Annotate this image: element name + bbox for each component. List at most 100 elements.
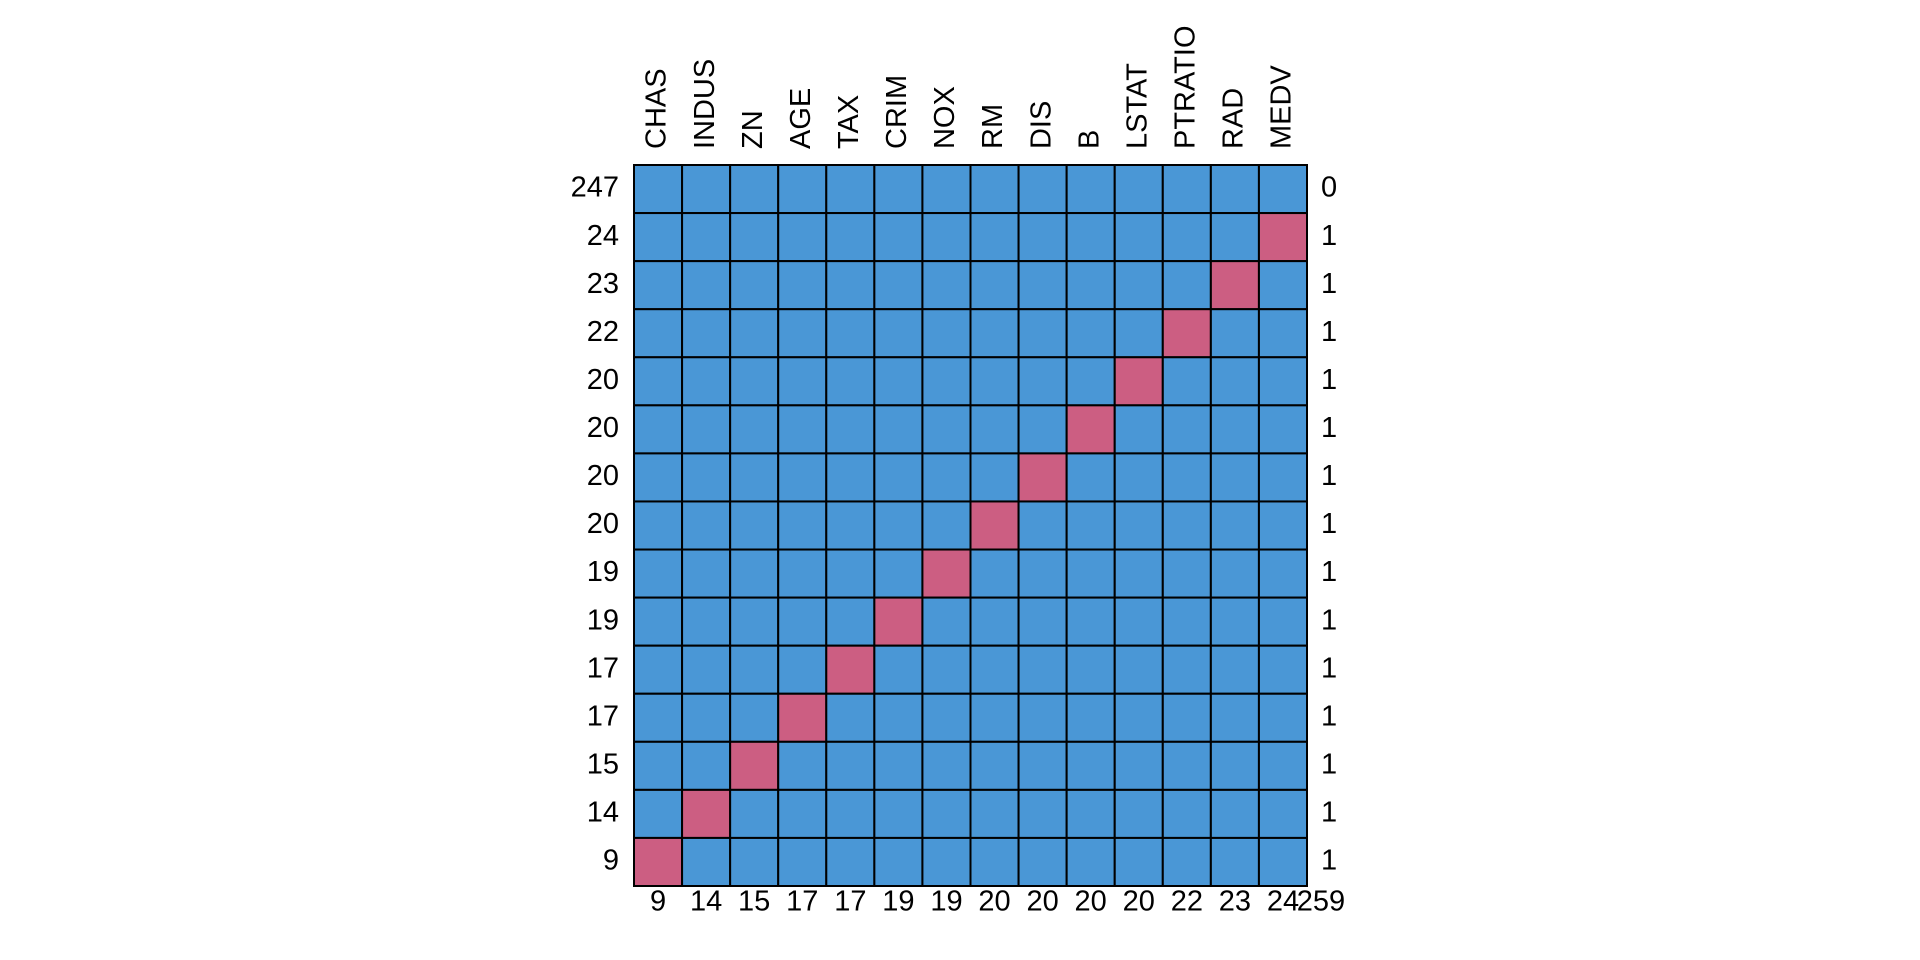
cell xyxy=(1257,212,1309,263)
cell xyxy=(969,500,1020,551)
cell xyxy=(777,836,828,888)
row-count: 17 xyxy=(587,652,619,684)
row-count: 9 xyxy=(603,845,619,877)
cell xyxy=(633,260,684,311)
cell xyxy=(1113,596,1164,647)
cell xyxy=(1161,404,1212,455)
row-missing-count: 1 xyxy=(1321,652,1337,684)
cell xyxy=(969,164,1020,215)
row-missing-count: 1 xyxy=(1321,748,1337,780)
cell xyxy=(873,260,924,311)
cell xyxy=(729,404,780,455)
column-missing-count: 15 xyxy=(738,886,770,918)
cell xyxy=(969,212,1020,263)
cell xyxy=(633,404,684,455)
cell xyxy=(825,788,876,839)
cell xyxy=(969,260,1020,311)
cell xyxy=(873,164,924,215)
cell xyxy=(969,788,1020,839)
cell xyxy=(1065,404,1116,455)
column-label: B xyxy=(1073,130,1105,149)
cell xyxy=(1017,836,1068,888)
cell xyxy=(921,836,972,888)
column-missing-count: 20 xyxy=(978,886,1010,918)
row-count: 20 xyxy=(587,412,619,444)
cell xyxy=(969,644,1020,695)
column-label: LSTAT xyxy=(1121,63,1153,149)
cell xyxy=(633,212,684,263)
cell xyxy=(921,164,972,215)
cell xyxy=(1209,260,1260,311)
cell xyxy=(1209,644,1260,695)
cell xyxy=(873,500,924,551)
column-missing-count: 19 xyxy=(930,886,962,918)
cell xyxy=(969,548,1020,599)
row-missing-count: 1 xyxy=(1321,700,1337,732)
cell xyxy=(729,548,780,599)
cell xyxy=(729,212,780,263)
row-missing-count: 1 xyxy=(1321,460,1337,492)
cell xyxy=(969,740,1020,791)
cell xyxy=(921,500,972,551)
column-missing-count: 20 xyxy=(1123,886,1155,918)
cell xyxy=(921,596,972,647)
cell xyxy=(1161,260,1212,311)
cell xyxy=(1113,212,1164,263)
cell xyxy=(681,308,732,359)
cell xyxy=(825,164,876,215)
cell xyxy=(1113,740,1164,791)
cell xyxy=(921,212,972,263)
cell xyxy=(1017,740,1068,791)
cell xyxy=(777,212,828,263)
cell xyxy=(729,500,780,551)
cell xyxy=(681,596,732,647)
cell xyxy=(633,692,684,743)
cell xyxy=(1161,836,1212,888)
cell xyxy=(825,692,876,743)
cell xyxy=(729,644,780,695)
cell xyxy=(1017,212,1068,263)
cell xyxy=(873,212,924,263)
cell xyxy=(1209,356,1260,407)
cell xyxy=(1065,500,1116,551)
cell xyxy=(969,356,1020,407)
column-missing-count: 17 xyxy=(786,886,818,918)
cell xyxy=(1113,788,1164,839)
cell xyxy=(1209,404,1260,455)
cell xyxy=(825,500,876,551)
cell xyxy=(1017,356,1068,407)
cell xyxy=(1113,356,1164,407)
cell xyxy=(825,644,876,695)
cell xyxy=(921,452,972,503)
cell xyxy=(681,452,732,503)
cell xyxy=(681,164,732,215)
cell xyxy=(1257,788,1309,839)
cell xyxy=(681,500,732,551)
cell xyxy=(1257,452,1309,503)
row-missing-count: 1 xyxy=(1321,412,1337,444)
cell xyxy=(873,356,924,407)
cell xyxy=(777,404,828,455)
cell xyxy=(873,788,924,839)
cell xyxy=(777,788,828,839)
cell xyxy=(873,452,924,503)
cell xyxy=(1113,548,1164,599)
column-label: CRIM xyxy=(881,75,913,149)
cell xyxy=(921,644,972,695)
cell xyxy=(921,404,972,455)
cell xyxy=(1209,500,1260,551)
column-label: ZN xyxy=(737,110,769,149)
cell xyxy=(1065,596,1116,647)
cell xyxy=(1017,164,1068,215)
cell xyxy=(825,596,876,647)
row-count: 24 xyxy=(587,220,619,252)
cell xyxy=(1209,836,1260,888)
cell xyxy=(1257,740,1309,791)
cell xyxy=(1161,596,1212,647)
cell xyxy=(681,548,732,599)
cell xyxy=(633,596,684,647)
cell xyxy=(825,212,876,263)
cell xyxy=(825,308,876,359)
row-missing-count: 1 xyxy=(1321,556,1337,588)
column-missing-count: 22 xyxy=(1171,886,1203,918)
